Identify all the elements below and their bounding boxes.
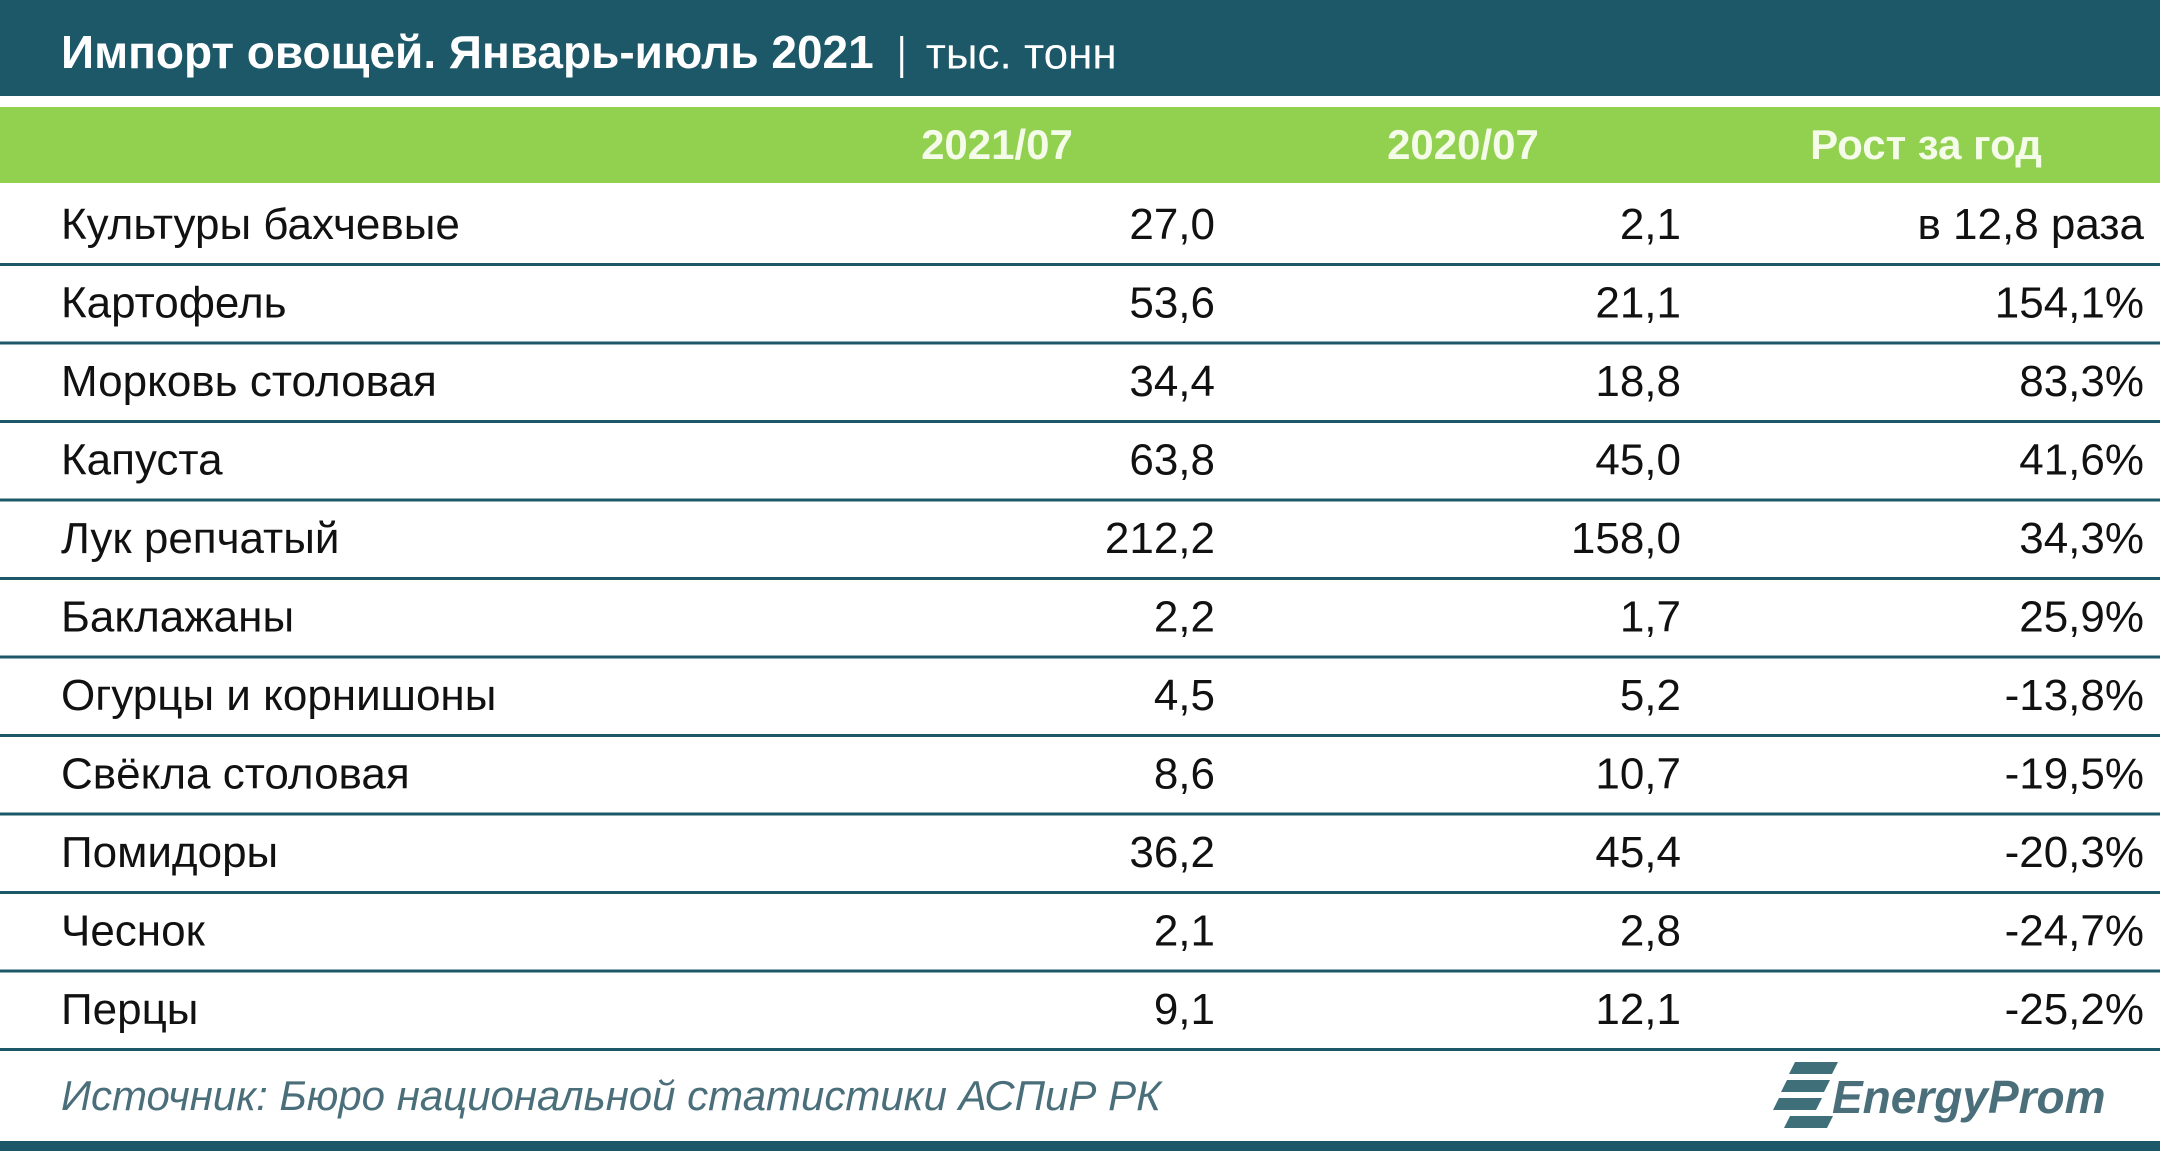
row-label: Чеснок bbox=[61, 906, 206, 955]
cell: 83,3% bbox=[2019, 357, 2144, 406]
logo: EnergyProm bbox=[1773, 1062, 2106, 1128]
bottom-bar bbox=[0, 1141, 2160, 1151]
cell: 18,8 bbox=[1595, 357, 1681, 406]
row-label: Помидоры bbox=[61, 828, 278, 877]
cell: 45,0 bbox=[1595, 435, 1681, 484]
title-bar bbox=[0, 0, 2160, 96]
cell: 5,2 bbox=[1620, 671, 1681, 720]
cell: в 12,8 раза bbox=[1917, 200, 2144, 249]
logo-text: EnergyProm bbox=[1832, 1071, 2106, 1123]
cell: 8,6 bbox=[1154, 749, 1215, 798]
unit: тыс. тонн bbox=[926, 30, 1117, 79]
header-bar bbox=[0, 107, 2160, 183]
cell: -24,7% bbox=[2005, 906, 2144, 955]
column-header: 2020/07 bbox=[1387, 121, 1539, 168]
row-label: Перцы bbox=[61, 985, 198, 1034]
cell: 2,2 bbox=[1154, 592, 1215, 641]
row-label: Культуры бахчевые bbox=[61, 200, 460, 249]
logo-icon bbox=[1773, 1062, 1838, 1128]
cell: 2,8 bbox=[1620, 906, 1681, 955]
cell: 2,1 bbox=[1620, 200, 1681, 249]
cell: -25,2% bbox=[2005, 985, 2144, 1034]
row-label: Капуста bbox=[61, 435, 223, 484]
cell: 21,1 bbox=[1595, 278, 1681, 327]
cell: 41,6% bbox=[2019, 435, 2144, 484]
cell: 12,1 bbox=[1595, 985, 1681, 1034]
source: Источник: Бюро национальной статистики А… bbox=[61, 1072, 1163, 1119]
cell: 25,9% bbox=[2019, 592, 2144, 641]
cell: 1,7 bbox=[1620, 592, 1681, 641]
row-label: Картофель bbox=[61, 278, 287, 327]
row-label: Лук репчатый bbox=[61, 514, 339, 563]
rows: Культуры бахчевые 27,0 2,1 в 12,8 раза Карто… bbox=[0, 200, 2160, 1051]
cell: 212,2 bbox=[1105, 514, 1215, 563]
cell: -13,8% bbox=[2005, 671, 2144, 720]
cell: 158,0 bbox=[1571, 514, 1681, 563]
cell: 34,3% bbox=[2019, 514, 2144, 563]
cell: 4,5 bbox=[1154, 671, 1215, 720]
cell: 9,1 bbox=[1154, 985, 1215, 1034]
cell: 2,1 bbox=[1154, 906, 1215, 955]
column-header: 2021/07 bbox=[921, 121, 1073, 168]
row-label: Морковь столовая bbox=[61, 357, 437, 406]
row-label: Баклажаны bbox=[61, 592, 294, 641]
column-header: Рост за год bbox=[1810, 121, 2042, 168]
cell: 10,7 bbox=[1595, 749, 1681, 798]
cell: 36,2 bbox=[1129, 828, 1215, 877]
cell: 63,8 bbox=[1129, 435, 1215, 484]
cell: 34,4 bbox=[1129, 357, 1215, 406]
row-label: Огурцы и корнишоны bbox=[61, 671, 496, 720]
cell: 45,4 bbox=[1595, 828, 1681, 877]
cell: -19,5% bbox=[2005, 749, 2144, 798]
title: Импорт овощей. Январь-июль 2021 bbox=[61, 26, 874, 78]
row-label: Свёкла столовая bbox=[61, 749, 410, 798]
cell: -20,3% bbox=[2005, 828, 2144, 877]
cell: 53,6 bbox=[1129, 278, 1215, 327]
cell: 154,1% bbox=[1995, 278, 2144, 327]
cell: 27,0 bbox=[1129, 200, 1215, 249]
